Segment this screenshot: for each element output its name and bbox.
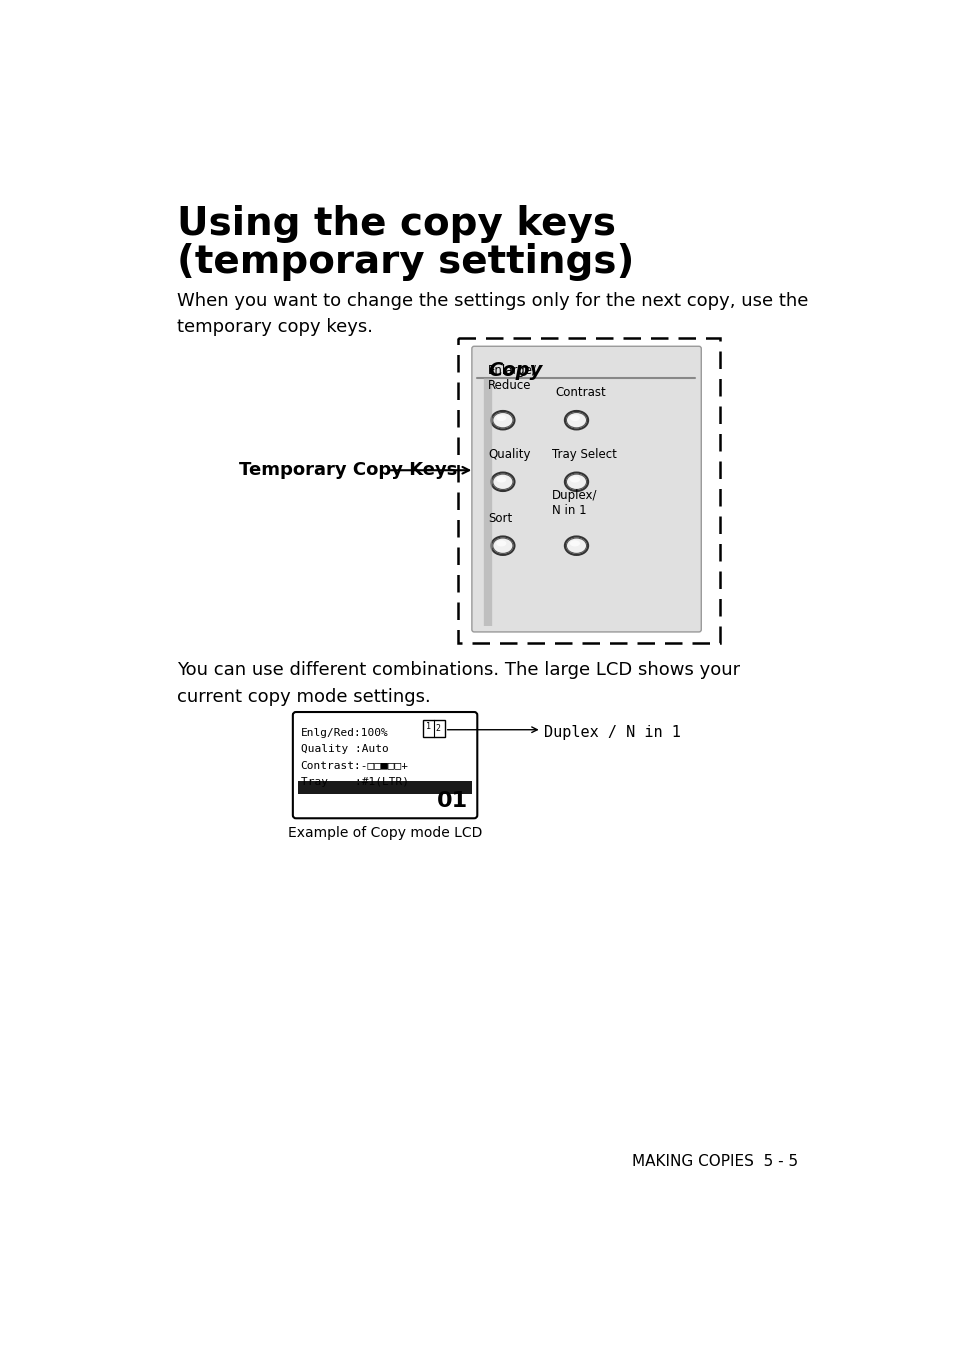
Ellipse shape xyxy=(569,415,579,420)
Bar xyxy=(422,719,444,737)
Text: Press▲▼ or Start ▤ 01: Press▲▼ or Start ▤ 01 xyxy=(300,794,442,803)
Ellipse shape xyxy=(564,537,587,554)
Text: MAKING COPIES  5 - 5: MAKING COPIES 5 - 5 xyxy=(631,1153,798,1168)
FancyBboxPatch shape xyxy=(293,713,476,818)
Bar xyxy=(298,781,472,795)
Ellipse shape xyxy=(496,415,506,420)
FancyBboxPatch shape xyxy=(472,346,700,631)
Ellipse shape xyxy=(493,412,513,427)
Text: Tray Select: Tray Select xyxy=(551,448,616,461)
Ellipse shape xyxy=(493,475,513,489)
Text: Contrast:-□□■□□+: Contrast:-□□■□□+ xyxy=(300,761,408,771)
Ellipse shape xyxy=(569,476,579,483)
Text: Tray    :#1(LTR): Tray :#1(LTR) xyxy=(300,776,408,787)
Text: Sort: Sort xyxy=(488,512,512,525)
Ellipse shape xyxy=(566,412,586,427)
Text: 1: 1 xyxy=(426,722,431,731)
Text: Temporary Copy Keys: Temporary Copy Keys xyxy=(239,461,457,479)
Ellipse shape xyxy=(491,537,514,554)
Ellipse shape xyxy=(569,541,579,546)
Text: Copy: Copy xyxy=(488,361,542,380)
Text: Quality :Auto: Quality :Auto xyxy=(300,745,388,754)
Ellipse shape xyxy=(491,411,514,430)
Ellipse shape xyxy=(566,475,586,489)
Text: 01: 01 xyxy=(436,791,468,811)
Text: Enlg/Red:100%: Enlg/Red:100% xyxy=(300,729,388,738)
Text: When you want to change the settings only for the next copy, use the
temporary c: When you want to change the settings onl… xyxy=(177,292,808,337)
Text: Using the copy keys: Using the copy keys xyxy=(177,204,616,242)
Ellipse shape xyxy=(496,541,506,546)
Text: Enlarge/
Reduce: Enlarge/ Reduce xyxy=(488,364,537,392)
Ellipse shape xyxy=(491,473,514,491)
Text: You can use different combinations. The large LCD shows your
current copy mode s: You can use different combinations. The … xyxy=(177,661,740,706)
Text: Duplex / N in 1: Duplex / N in 1 xyxy=(543,725,680,740)
Text: Example of Copy mode LCD: Example of Copy mode LCD xyxy=(288,826,482,840)
Text: Quality: Quality xyxy=(488,448,530,461)
Ellipse shape xyxy=(564,411,587,430)
Text: (temporary settings): (temporary settings) xyxy=(177,243,634,281)
Ellipse shape xyxy=(564,473,587,491)
Text: 2: 2 xyxy=(435,725,440,733)
Ellipse shape xyxy=(493,538,513,553)
Text: Contrast: Contrast xyxy=(555,387,606,399)
Ellipse shape xyxy=(566,538,586,553)
Text: Duplex/
N in 1: Duplex/ N in 1 xyxy=(551,489,597,518)
Ellipse shape xyxy=(496,476,506,483)
